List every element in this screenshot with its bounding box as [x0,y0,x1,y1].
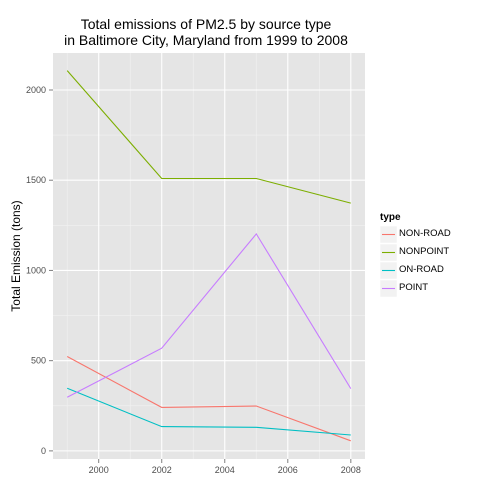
y-tick-labels: 0 500 1000 1500 2000 [26,85,46,456]
x-tick-marks [99,459,351,463]
y-axis-title: Total Emission (tons) [9,200,23,311]
x-tick-label: 2000 [89,465,109,475]
x-tick-label: 2004 [215,465,235,475]
y-tick-label: 1000 [26,265,46,275]
x-tick-label: 2002 [152,465,172,475]
y-tick-label: 2000 [26,85,46,95]
legend-label-point: POINT [399,282,428,293]
y-tick-label: 0 [41,446,46,456]
x-tick-labels: 2000 2002 2004 2006 2008 [89,465,361,475]
legend-label-non-road: NON-ROAD [399,228,451,239]
y-tick-label: 500 [31,356,46,366]
plot-panel [53,53,365,459]
x-tick-label: 2006 [278,465,298,475]
x-tick-label: 2008 [341,465,361,475]
legend-label-on-road: ON-ROAD [399,264,444,275]
legend-label-nonpoint: NONPOINT [399,246,449,257]
chart-title-line-1: Total emissions of PM2.5 by source type [81,16,332,32]
chart-title-line-2: in Baltimore City, Maryland from 1999 to… [64,32,348,48]
legend-title: type [380,212,401,223]
legend-keys [380,226,397,297]
y-tick-label: 1500 [26,175,46,185]
y-tick-marks [49,90,53,451]
legend: type NON-ROAD NONPOINT ON-ROAD POINT [380,212,451,297]
